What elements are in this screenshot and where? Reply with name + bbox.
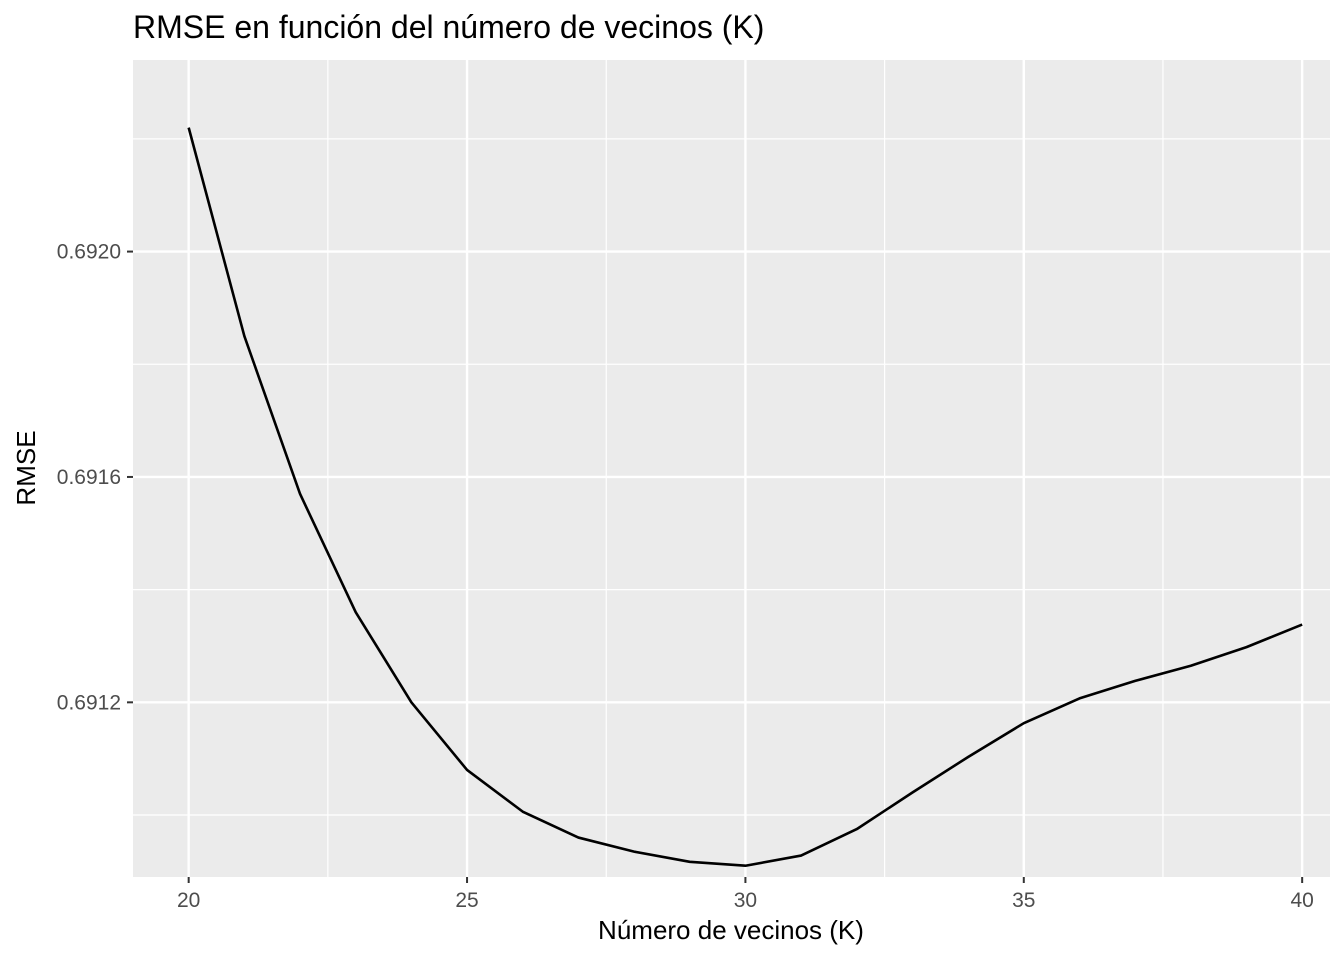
x-tick-label: 25 [455, 889, 478, 912]
x-tick-label: 40 [1290, 889, 1313, 912]
series-layer [187, 127, 1303, 868]
x-tick-label: 35 [1012, 889, 1035, 912]
minor-gridlines [133, 60, 1330, 877]
y-tick-label: 0.6912 [57, 691, 121, 714]
y-tick-label: 0.6916 [57, 466, 121, 489]
plot-panel [133, 60, 1330, 877]
x-tick-label: 30 [734, 889, 757, 912]
x-axis: 20 25 30 35 40 [177, 877, 1314, 912]
y-tick-label: 0.6920 [57, 241, 121, 264]
x-axis-title: Número de vecinos (K) [598, 915, 864, 945]
series-line [187, 127, 1303, 868]
major-gridlines [133, 60, 1330, 877]
y-axis-title: RMSE [11, 430, 41, 505]
chart-title: RMSE en función del número de vecinos (K… [133, 9, 764, 45]
x-tick-label: 20 [177, 889, 200, 912]
y-axis: 0.6912 0.6916 0.6920 [57, 241, 133, 714]
